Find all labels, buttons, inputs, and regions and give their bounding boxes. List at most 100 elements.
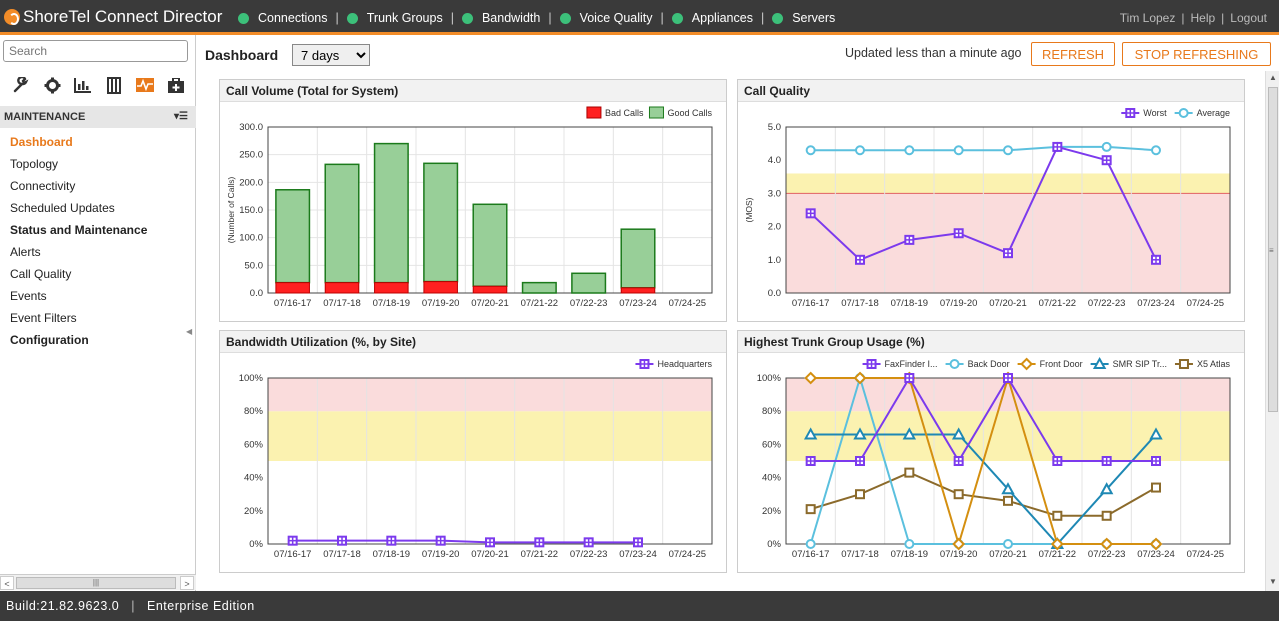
nav-connections[interactable]: Connections <box>238 11 328 25</box>
scroll-up-icon[interactable]: ▲ <box>1269 73 1277 82</box>
headquarters-line <box>292 539 638 544</box>
nav-bandwidth[interactable]: Bandwidth <box>461 11 540 25</box>
scroll-right-icon[interactable]: > <box>180 576 194 590</box>
separator: | <box>548 11 552 25</box>
monitor-icon[interactable] <box>132 75 158 95</box>
x5-atlas-point <box>904 467 915 478</box>
sidebar-item-topology[interactable]: Topology <box>10 157 59 171</box>
legend-label: Good Calls <box>667 108 712 118</box>
sidebar-item-connectivity[interactable]: Connectivity <box>10 179 76 193</box>
sidebar-item-events[interactable]: Events <box>10 289 47 303</box>
app-logo[interactable]: ShoreTel Connect Director <box>4 7 222 27</box>
y-tick-label: 100% <box>757 373 782 384</box>
bad-calls-bar <box>620 287 656 294</box>
front-door-point <box>1100 537 1114 551</box>
x-tick-label: 07/16-17 <box>274 298 312 309</box>
time-range-select[interactable]: 7 days <box>292 44 370 66</box>
good-calls-bar <box>472 203 508 288</box>
chart-icon[interactable] <box>70 75 96 95</box>
nav-trunk-groups[interactable]: Trunk Groups <box>346 11 443 25</box>
sidebar-item-event-filters[interactable]: Event Filters <box>10 311 77 325</box>
sidebar-item-call-quality[interactable]: Call Quality <box>10 267 72 281</box>
tool-bar <box>8 75 194 95</box>
x-tick-label: 07/24-25 <box>1187 298 1225 309</box>
x-tick-label: 07/21-22 <box>1039 298 1077 309</box>
gear-icon[interactable] <box>39 75 65 95</box>
smr-sip-point <box>1001 482 1015 495</box>
horizontal-scrollbar[interactable]: < ||| > <box>0 574 196 590</box>
panel-title: Bandwidth Utilization (%, by Site) <box>220 331 726 353</box>
good-calls-bar <box>373 142 409 284</box>
legend-marker <box>1178 108 1189 118</box>
y-tick-label: 150.0 <box>239 205 263 216</box>
sidebar-item-configuration[interactable]: Configuration <box>10 333 89 347</box>
vertical-scrollbar[interactable]: ▲ ≡ ▼ <box>1265 71 1279 591</box>
x-tick-label: 07/24-25 <box>669 549 707 560</box>
y-tick-label: 200.0 <box>239 177 263 188</box>
x-tick-label: 07/18-19 <box>373 549 411 560</box>
average-point <box>953 145 964 156</box>
x-tick-label: 07/22-23 <box>570 298 608 309</box>
building-icon[interactable] <box>101 75 127 95</box>
scroll-grip-icon: ≡ <box>1269 246 1274 255</box>
separator: | <box>450 11 454 25</box>
warning-zone <box>268 411 712 461</box>
sidebar-item-alerts[interactable]: Alerts <box>10 245 41 259</box>
top-nav: Connections | Trunk Groups | Bandwidth | Voice… <box>238 11 835 25</box>
scroll-thumb[interactable] <box>1268 87 1278 412</box>
scroll-down-icon[interactable]: ▼ <box>1269 577 1277 586</box>
good-calls-bar <box>521 281 557 294</box>
top-bar: ShoreTel Connect Director Connections | Tr… <box>0 0 1279 35</box>
back-door-point <box>805 539 816 549</box>
logout-link[interactable]: Logout <box>1230 11 1267 25</box>
user-name-link[interactable]: Tim Lopez <box>1119 11 1176 25</box>
stop-refreshing-button[interactable]: STOP REFRESHING <box>1122 42 1271 66</box>
sidebar-item-status-and-maintenance[interactable]: Status and Maintenance <box>10 223 148 237</box>
sidebar-item-scheduled-updates[interactable]: Scheduled Updates <box>10 201 115 215</box>
y-axis-label: (Number of Calls) <box>226 177 236 244</box>
nav-label: Trunk Groups <box>366 11 443 25</box>
nav-appliances[interactable]: Appliances <box>671 11 753 25</box>
front-door-point <box>1149 537 1163 551</box>
nav-servers[interactable]: Servers <box>772 11 835 25</box>
refresh-button[interactable]: REFRESH <box>1031 42 1115 66</box>
toolbox-icon[interactable] <box>163 75 189 95</box>
section-title: MAINTENANCE <box>4 111 86 123</box>
x5-atlas-point <box>1151 482 1161 493</box>
legend-label: Headquarters <box>657 359 712 369</box>
legend-label: Front Door <box>1040 359 1083 369</box>
x-tick-label: 07/22-23 <box>1088 298 1126 309</box>
section-header[interactable]: MAINTENANCE ▾☰ <box>0 106 196 128</box>
sidebar-item-dashboard[interactable]: Dashboard <box>10 135 73 149</box>
collapse-sidebar-icon[interactable]: ◀ <box>186 327 193 336</box>
warning-zone <box>786 411 1230 461</box>
x5-atlas-point <box>805 504 816 515</box>
y-tick-label: 40% <box>762 473 782 484</box>
good-calls-bar <box>620 228 656 289</box>
y-tick-label: 1.0 <box>768 255 781 266</box>
legend-label: X5 Atlas <box>1197 359 1231 369</box>
average-point <box>1151 145 1161 156</box>
help-link[interactable]: Help <box>1190 11 1216 25</box>
panel-title: Call Volume (Total for System) <box>220 80 726 102</box>
x-tick-label: 07/16-17 <box>274 549 312 560</box>
x-tick-label: 07/24-25 <box>669 298 707 309</box>
smr-sip-point <box>853 427 867 440</box>
search-input[interactable] <box>3 40 188 62</box>
good-calls-bar <box>324 163 360 284</box>
x-tick-label: 07/23-24 <box>619 549 657 560</box>
collapse-list-icon[interactable]: ▾☰ <box>174 111 188 122</box>
nav-voice-quality[interactable]: Voice Quality <box>559 11 653 25</box>
smr-sip-point <box>951 427 966 440</box>
wrench-icon[interactable] <box>8 75 34 95</box>
scroll-thumb[interactable]: ||| <box>16 577 176 589</box>
scroll-left-icon[interactable]: < <box>0 576 14 590</box>
smr-sip-point <box>1099 482 1114 495</box>
panel-title: Call Quality <box>738 80 1244 102</box>
call-volume-chart: 0.0 50.0 100.0 150.0 200.0 250.0 300.0 07/16-17… <box>226 106 713 309</box>
x-tick-label: 07/17-18 <box>323 298 361 309</box>
y-tick-label: 0.0 <box>768 288 781 299</box>
x-tick-label: 07/21-22 <box>1039 549 1077 560</box>
legend-swatch <box>586 106 602 119</box>
x5-atlas-line <box>810 471 1157 517</box>
